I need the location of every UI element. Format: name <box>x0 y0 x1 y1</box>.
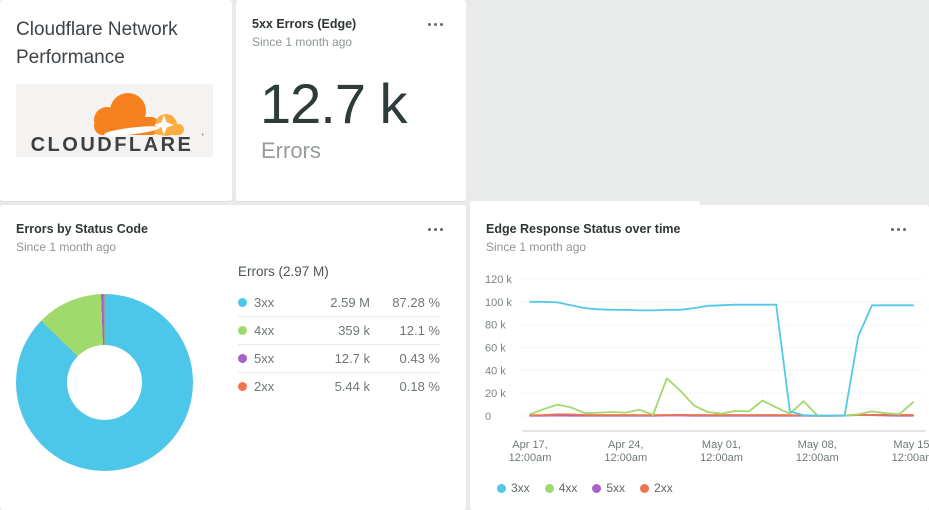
svg-text:20 k: 20 k <box>485 388 506 400</box>
legend-percent: 0.18 % <box>399 379 440 394</box>
legend-label: 3xx <box>511 481 530 495</box>
svg-text:12:00am: 12:00am <box>892 452 929 464</box>
donut-legend-header: Errors (2.97 M) <box>238 264 329 279</box>
svg-text:May 08,: May 08, <box>798 439 837 451</box>
kpi-value: 12.7 k <box>260 72 408 136</box>
svg-text:Apr 17,: Apr 17, <box>512 439 547 451</box>
legend-item-5xx[interactable]: 5xx <box>592 481 625 495</box>
series-color-dot <box>238 354 247 363</box>
legend-percent: 0.43 % <box>399 351 440 366</box>
series-color-dot <box>238 326 247 335</box>
panel-menu-ellipsis-icon[interactable] <box>891 225 909 235</box>
errors-donut-chart[interactable] <box>16 294 193 471</box>
svg-text:12:00am: 12:00am <box>796 452 839 464</box>
panel-subtitle: Since 1 month ago <box>486 240 587 255</box>
edge-response-status-panel: Edge Response Status over time Since 1 m… <box>470 205 929 510</box>
series-color-dot <box>238 382 247 391</box>
legend-value: 2.59 M <box>330 294 370 310</box>
legend-percent: 87.28 % <box>392 294 440 310</box>
kpi-menu-ellipsis-icon[interactable] <box>428 20 446 30</box>
legend-item-4xx[interactable]: 4xx <box>544 481 578 495</box>
cloudflare-wordmark: CLOUDFLARE <box>31 134 194 156</box>
legend-item-3xx[interactable]: 3xx <box>497 481 530 495</box>
timeseries-legend: 3xx 4xx 5xx 2xx <box>497 481 673 495</box>
series-color-dot <box>640 483 650 493</box>
legend-label: 3xx <box>254 294 275 310</box>
legend-row-2xx[interactable]: 2xx 5.44 k 0.18 % <box>238 372 440 400</box>
kpi-card-5xx-errors: 5xx Errors (Edge) Since 1 month ago 12.7… <box>236 0 466 201</box>
series-color-dot <box>544 483 554 493</box>
legend-label: 5xx <box>606 481 626 495</box>
svg-text:60 k: 60 k <box>485 343 506 355</box>
errors-by-status-code-panel: Errors by Status Code Since 1 month ago … <box>0 205 466 510</box>
panel-title: Errors by Status Code <box>16 222 148 236</box>
kpi-title: 5xx Errors (Edge) <box>252 17 357 31</box>
legend-value: 359 k <box>338 323 370 338</box>
svg-text:May 15,: May 15, <box>893 439 929 451</box>
svg-text:12:00am: 12:00am <box>604 452 647 464</box>
series-color-dot <box>592 483 602 493</box>
legend-row-5xx[interactable]: 5xx 12.7 k 0.43 % <box>238 344 440 372</box>
page-title: Cloudflare Network Performance <box>16 19 178 69</box>
svg-text:0: 0 <box>485 411 491 423</box>
panel-title: Edge Response Status over time <box>486 222 681 236</box>
svg-text:120 k: 120 k <box>485 274 512 286</box>
legend-label: 5xx <box>254 351 275 366</box>
panel-menu-ellipsis-icon[interactable] <box>428 225 446 235</box>
dashboard-title-card: Cloudflare Network Performance CLOUDFLAR… <box>0 0 232 201</box>
donut-hole <box>67 345 142 420</box>
legend-value: 5.44 k <box>334 379 370 394</box>
donut-legend-table: Errors (2.97 M) 3xx 2.59 M 87.28 % 4xx 3… <box>238 264 440 400</box>
legend-percent: 12.1 % <box>399 323 440 338</box>
svg-text:40 k: 40 k <box>485 365 506 377</box>
svg-text:12:00am: 12:00am <box>700 452 743 464</box>
cloudflare-logo-icon: CLOUDFLARE ' <box>16 84 213 158</box>
svg-text:May 01,: May 01, <box>702 439 741 451</box>
legend-item-2xx[interactable]: 2xx <box>640 481 673 495</box>
svg-text:': ' <box>202 132 204 142</box>
legend-row-3xx[interactable]: 3xx 2.59 M 87.28 % <box>238 288 440 316</box>
svg-text:100 k: 100 k <box>485 297 512 309</box>
panel-subtitle: Since 1 month ago <box>16 240 117 255</box>
kpi-subtitle: Since 1 month ago <box>252 35 353 50</box>
svg-text:12:00am: 12:00am <box>509 452 552 464</box>
series-color-dot <box>497 483 506 493</box>
svg-text:Apr 24,: Apr 24, <box>608 439 643 451</box>
cloudflare-logo: CLOUDFLARE ' <box>16 84 213 158</box>
legend-row-4xx[interactable]: 4xx 359 k 12.1 % <box>238 316 440 344</box>
legend-value: 12.7 k <box>334 351 370 366</box>
series-color-dot <box>238 297 247 307</box>
legend-label: 2xx <box>254 379 275 394</box>
svg-text:80 k: 80 k <box>485 320 506 332</box>
kpi-unit: Errors <box>261 138 321 164</box>
legend-label: 4xx <box>558 481 578 495</box>
legend-label: 2xx <box>654 481 673 495</box>
legend-label: 4xx <box>254 323 275 338</box>
